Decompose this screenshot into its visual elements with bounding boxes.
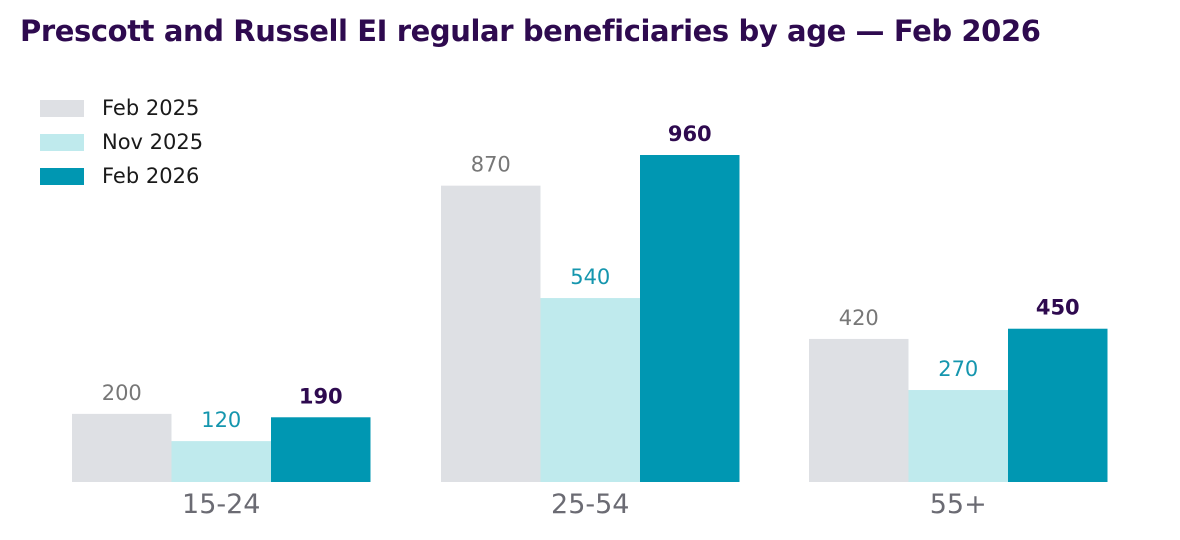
data-label-55-nov-2025: 270 [938,357,978,381]
x-tick-label-15-24: 15-24 [182,489,260,520]
legend-item-feb-2025: Feb 2025 [40,91,203,125]
legend-label-feb-2025: Feb 2025 [102,96,200,120]
data-label-55-feb-2025: 420 [839,306,879,330]
bar-15-24-feb-2025 [72,413,172,482]
bar-group-25-54: 870 540 960 25-54 [441,122,740,520]
bar-group-55: 420 270 450 55+ [809,296,1108,520]
legend-item-feb-2026: Feb 2026 [40,159,203,193]
legend-label-feb-2026: Feb 2026 [102,164,200,188]
legend-label-nov-2025: Nov 2025 [102,130,204,154]
legend-swatch-feb-2026 [40,167,84,185]
chart-title: Prescott and Russell EI regular benefici… [20,14,1041,48]
data-label-15-24-feb-2026: 190 [299,384,343,408]
data-label-25-54-feb-2025: 870 [471,153,511,177]
legend: Feb 2025 Nov 2025 Feb 2026 [40,91,203,193]
data-label-15-24-nov-2025: 120 [201,408,241,432]
legend-swatch-nov-2025 [40,133,84,151]
bar-25-54-feb-2025 [441,185,541,482]
legend-item-nov-2025: Nov 2025 [40,125,203,159]
bar-15-24-nov-2025 [171,441,271,482]
bar-25-54-nov-2025 [540,298,640,482]
data-label-25-54-nov-2025: 540 [570,265,610,289]
bar-group-15-24: 200 120 190 15-24 [72,381,371,520]
bar-55-nov-2025 [908,390,1008,482]
x-tick-label-25-54: 25-54 [551,489,629,520]
bar-55-feb-2025 [809,338,909,482]
data-label-25-54-feb-2026: 960 [668,122,712,146]
bar-55-feb-2026 [1008,328,1108,482]
x-tick-label-55: 55+ [930,489,987,520]
data-label-55-feb-2026: 450 [1036,296,1080,320]
legend-swatch-feb-2025 [40,99,84,117]
bar-25-54-feb-2026 [640,155,740,482]
bar-15-24-feb-2026 [271,417,371,482]
data-label-15-24-feb-2025: 200 [102,381,142,405]
